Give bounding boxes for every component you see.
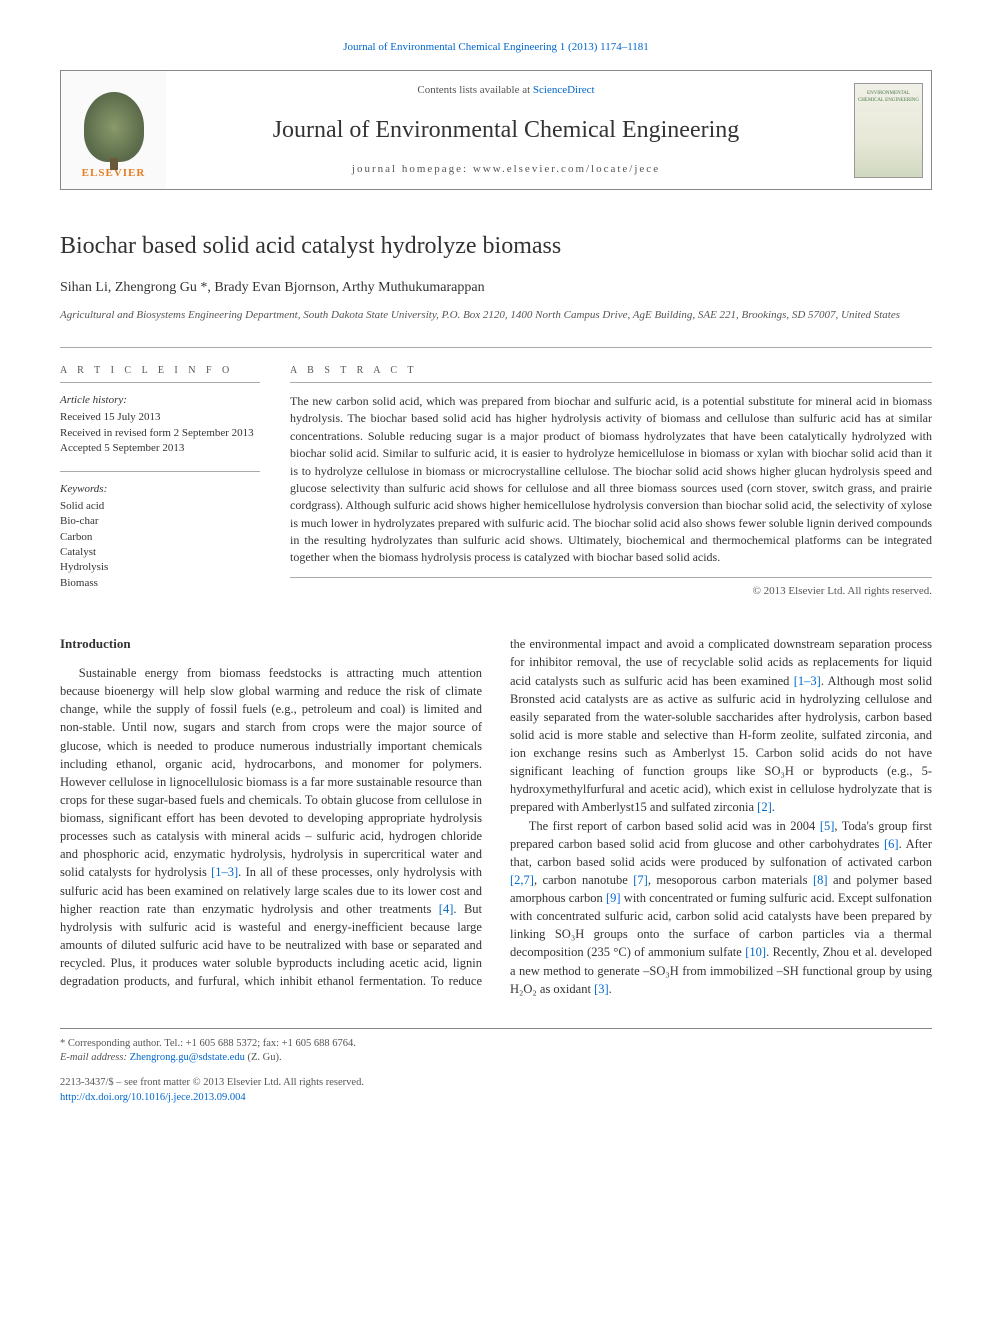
affiliation: Agricultural and Biosystems Engineering … (60, 308, 932, 323)
body-text: . (609, 982, 612, 996)
keyword: Solid acid (60, 499, 260, 514)
issn-line: 2213-3437/$ – see front matter © 2013 El… (60, 1076, 932, 1091)
body-text: , carbon nanotube (534, 873, 633, 887)
ref-link[interactable]: [5] (820, 819, 835, 833)
keyword: Hydrolysis (60, 560, 260, 575)
ref-link[interactable]: [6] (884, 837, 899, 851)
journal-header: ELSEVIER Contents lists available at Sci… (60, 70, 932, 190)
keywords-block: Keywords: Solid acid Bio-char Carbon Cat… (60, 471, 260, 592)
journal-name: Journal of Environmental Chemical Engine… (186, 114, 826, 148)
header-center: Contents lists available at ScienceDirec… (166, 71, 846, 189)
doi-link[interactable]: http://dx.doi.org/10.1016/j.jece.2013.09… (60, 1091, 932, 1106)
history-header: Article history: (60, 393, 260, 408)
email-line: E-mail address: Zhengrong.gu@sdstate.edu… (60, 1051, 932, 1066)
body-text: . Although most solid Bronsted acid cata… (510, 674, 932, 815)
ref-link[interactable]: [10] (745, 945, 766, 959)
homepage-prefix: journal homepage: (352, 163, 473, 175)
ref-link[interactable]: [1–3] (794, 674, 821, 688)
authors-line: Sihan Li, Zhengrong Gu *, Brady Evan Bjo… (60, 278, 932, 298)
publisher-logo: ELSEVIER (61, 71, 166, 189)
email-suffix: (Z. Gu). (245, 1052, 282, 1063)
contents-prefix: Contents lists available at (417, 84, 532, 96)
article-body: Introduction Sustainable energy from bio… (60, 635, 932, 998)
ref-link[interactable]: [2] (757, 800, 772, 814)
body-text: . (772, 800, 775, 814)
received-date: Received 15 July 2013 (60, 410, 260, 425)
email-label: E-mail address: (60, 1052, 130, 1063)
article-title: Biochar based solid acid catalyst hydrol… (60, 230, 932, 264)
ref-link[interactable]: [2,7] (510, 873, 534, 887)
ref-link[interactable]: [8] (813, 873, 828, 887)
revised-date: Received in revised form 2 September 201… (60, 426, 260, 441)
authors-text: Sihan Li, Zhengrong Gu *, Brady Evan Bjo… (60, 280, 485, 295)
abstract-label: A B S T R A C T (290, 364, 932, 383)
keyword: Catalyst (60, 545, 260, 560)
abstract-copyright: © 2013 Elsevier Ltd. All rights reserved… (290, 584, 932, 599)
introduction-heading: Introduction (60, 635, 482, 654)
ref-link[interactable]: [1–3] (211, 865, 238, 879)
journal-cover-thumb: ENVIRONMENTAL CHEMICAL ENGINEERING (846, 71, 931, 189)
ref-link[interactable]: [3] (594, 982, 609, 996)
keyword: Carbon (60, 530, 260, 545)
abstract-text: The new carbon solid acid, which was pre… (290, 393, 932, 578)
accepted-date: Accepted 5 September 2013 (60, 441, 260, 456)
ref-link[interactable]: [4] (439, 902, 454, 916)
contents-available: Contents lists available at ScienceDirec… (186, 83, 826, 98)
email-link[interactable]: Zhengrong.gu@sdstate.edu (130, 1052, 245, 1063)
body-text: The first report of carbon based solid a… (529, 819, 820, 833)
keywords-header: Keywords: (60, 482, 260, 497)
keyword: Bio-char (60, 514, 260, 529)
abstract-column: A B S T R A C T The new carbon solid aci… (290, 364, 932, 605)
citation-line: Journal of Environmental Chemical Engine… (60, 40, 932, 55)
journal-homepage: journal homepage: www.elsevier.com/locat… (186, 162, 826, 177)
body-paragraph: The first report of carbon based solid a… (510, 817, 932, 998)
info-abstract-row: A R T I C L E I N F O Article history: R… (60, 347, 932, 605)
article-history: Article history: Received 15 July 2013 R… (60, 393, 260, 457)
corresponding-author: * Corresponding author. Tel.: +1 605 688… (60, 1037, 932, 1052)
article-info-column: A R T I C L E I N F O Article history: R… (60, 364, 260, 605)
sciencedirect-link[interactable]: ScienceDirect (533, 84, 595, 96)
keyword: Biomass (60, 576, 260, 591)
ref-link[interactable]: [9] (606, 891, 621, 905)
body-text: Sustainable energy from biomass feedstoc… (60, 666, 482, 879)
body-text: , mesoporous carbon materials (648, 873, 813, 887)
ref-link[interactable]: [7] (633, 873, 648, 887)
article-info-label: A R T I C L E I N F O (60, 364, 260, 383)
homepage-url[interactable]: www.elsevier.com/locate/jece (473, 163, 660, 175)
cover-image: ENVIRONMENTAL CHEMICAL ENGINEERING (854, 83, 923, 178)
elsevier-tree-icon (84, 92, 144, 162)
page-footer: * Corresponding author. Tel.: +1 605 688… (60, 1028, 932, 1106)
